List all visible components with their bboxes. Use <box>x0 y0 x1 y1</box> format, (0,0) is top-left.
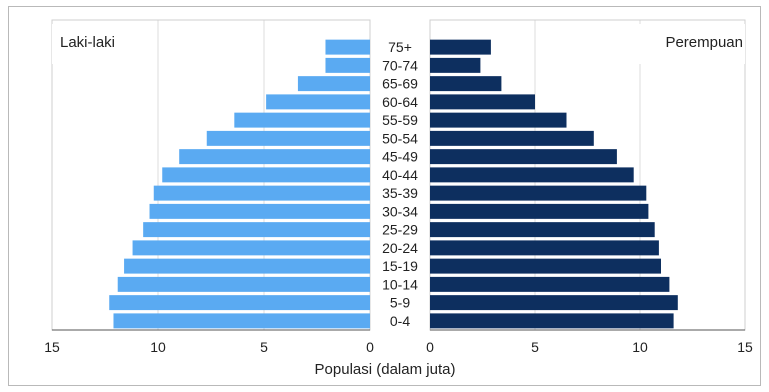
age-label: 55-59 <box>382 112 418 128</box>
bar-female-55-59 <box>430 112 567 128</box>
bar-female-70-74 <box>430 57 481 73</box>
legend-box-male <box>52 24 152 64</box>
bar-female-20-24 <box>430 240 659 256</box>
tick-label-left: 15 <box>44 339 60 355</box>
bar-male-30-34 <box>149 203 370 219</box>
age-label: 50-54 <box>382 130 418 146</box>
bar-male-35-39 <box>153 185 370 201</box>
tick-label-right: 5 <box>531 339 539 355</box>
age-label: 70-74 <box>382 57 418 73</box>
x-axis-label: Populasi (dalam juta) <box>315 361 456 378</box>
age-label: 75+ <box>388 39 412 55</box>
bar-male-20-24 <box>132 240 370 256</box>
bar-male-5-9 <box>109 295 371 311</box>
legend-label-male: Laki-laki <box>60 34 115 51</box>
age-label: 25-29 <box>382 222 418 238</box>
bar-female-50-54 <box>430 130 594 146</box>
age-label: 20-24 <box>382 240 418 256</box>
bar-female-60-64 <box>430 94 535 110</box>
age-label: 30-34 <box>382 203 418 219</box>
age-label: 0-4 <box>390 313 410 329</box>
bar-male-50-54 <box>206 130 370 146</box>
bar-male-45-49 <box>179 149 370 165</box>
bar-female-45-49 <box>430 149 617 165</box>
bar-male-65-69 <box>297 76 370 92</box>
age-labels: 75+ 70-74 65-69 60-64 55-59 50-54 45-49 40-44 35… <box>382 39 418 329</box>
age-label: 40-44 <box>382 167 418 183</box>
legend-label-female: Perempuan <box>665 34 743 51</box>
bar-male-60-64 <box>266 94 370 110</box>
bars-male <box>109 39 371 329</box>
age-label: 65-69 <box>382 76 418 92</box>
bars-female <box>430 39 678 329</box>
tick-label-left: 10 <box>150 339 166 355</box>
bar-female-5-9 <box>430 295 678 311</box>
age-label: 35-39 <box>382 185 418 201</box>
bar-male-25-29 <box>143 222 370 238</box>
age-label: 45-49 <box>382 149 418 165</box>
bar-male-15-19 <box>124 258 370 274</box>
bar-male-55-59 <box>234 112 370 128</box>
tick-label-left: 0 <box>366 339 374 355</box>
age-label: 60-64 <box>382 94 418 110</box>
tick-label-left: 5 <box>260 339 268 355</box>
age-label: 5-9 <box>390 295 410 311</box>
bar-female-10-14 <box>430 276 670 292</box>
tick-labels: 15 10 5 0 0 5 10 15 <box>44 339 753 355</box>
bar-female-15-19 <box>430 258 661 274</box>
tick-label-right: 10 <box>632 339 648 355</box>
bar-female-35-39 <box>430 185 647 201</box>
legend-box-female <box>635 24 745 64</box>
bar-female-30-34 <box>430 203 649 219</box>
tick-label-right: 0 <box>426 339 434 355</box>
bar-male-40-44 <box>162 167 370 183</box>
age-label: 10-14 <box>382 276 418 292</box>
bar-female-0-4 <box>430 313 674 329</box>
age-label: 15-19 <box>382 258 418 274</box>
bar-male-75+ <box>325 39 370 55</box>
bar-male-0-4 <box>113 313 370 329</box>
bar-female-25-29 <box>430 222 655 238</box>
tick-label-right: 15 <box>737 339 753 355</box>
bar-female-75+ <box>430 39 491 55</box>
bar-female-65-69 <box>430 76 502 92</box>
bar-female-40-44 <box>430 167 634 183</box>
bar-male-10-14 <box>117 276 370 292</box>
bar-male-70-74 <box>325 57 370 73</box>
